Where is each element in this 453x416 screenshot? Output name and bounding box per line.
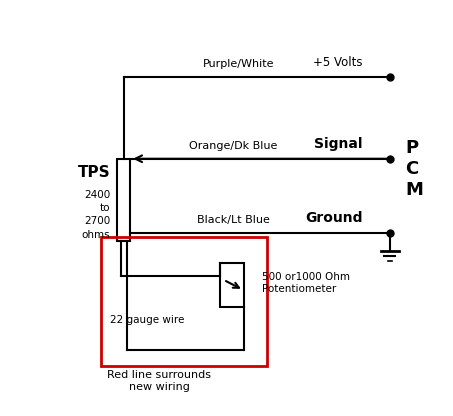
Text: +5 Volts: +5 Volts (313, 56, 363, 69)
Bar (117, 159, 130, 241)
Text: Red line surrounds
new wiring: Red line surrounds new wiring (107, 370, 211, 392)
Text: Purple/White: Purple/White (203, 59, 275, 69)
Text: 500 or1000 Ohm
Potentiometer: 500 or1000 Ohm Potentiometer (262, 272, 350, 294)
Text: Black/Lt Blue: Black/Lt Blue (197, 215, 270, 225)
Text: Orange/Dk Blue: Orange/Dk Blue (189, 141, 277, 151)
Bar (101, 237, 267, 366)
Text: Signal: Signal (314, 137, 363, 151)
Text: 2400
to
2700
ohms: 2400 to 2700 ohms (82, 190, 110, 240)
Text: Ground: Ground (305, 211, 363, 225)
Bar (220, 263, 245, 307)
Text: P
C
M: P C M (405, 139, 424, 199)
Text: TPS: TPS (77, 165, 110, 180)
Text: 22 gauge wire: 22 gauge wire (110, 315, 184, 325)
